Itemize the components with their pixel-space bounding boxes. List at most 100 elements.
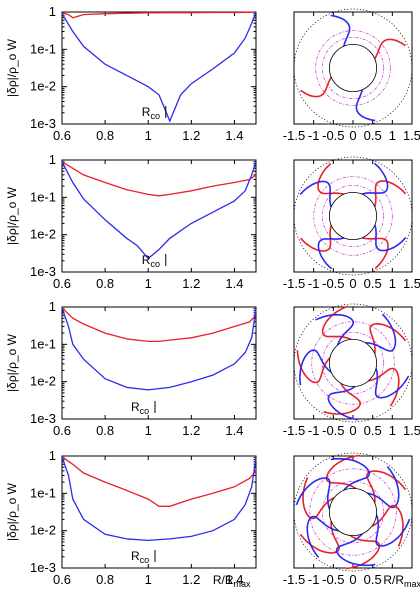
polar-panel-1: -1.5 -1 -0.5 0 0.5 1 1.5 <box>283 8 420 143</box>
x-tick-label: -0.5 <box>322 128 344 143</box>
spiral-arm-blue <box>330 457 371 491</box>
x-tick-label: 0.8 <box>96 276 114 291</box>
spiral-arm-blue <box>335 533 376 567</box>
spiral-arm-red <box>317 162 345 196</box>
central-disk <box>328 487 377 536</box>
spiral-arm-red <box>299 521 340 554</box>
outer-dotted-circle <box>293 156 413 276</box>
x-tick-label: -1.5 <box>283 128 305 143</box>
x-tick-label: 0.5 <box>364 128 382 143</box>
x-axis-label: R/Rmax <box>383 573 420 589</box>
corotation-circle <box>321 36 385 100</box>
x-tick-label: 1.4 <box>225 423 243 438</box>
outer-dotted-circle <box>293 303 413 423</box>
x-tick-label: -1.5 <box>283 572 305 587</box>
spiral-arm-red <box>371 504 404 547</box>
y-tick-label: 1e-1 <box>30 485 56 500</box>
spiral-arm-red <box>366 470 407 503</box>
x-tick-label: 1.2 <box>182 276 200 291</box>
spiral-arm-red <box>299 224 333 252</box>
spiral-arm-red <box>374 38 406 60</box>
spiral-arm-blue <box>295 477 331 510</box>
line-panel-4: 0.6 0.8 1 1.2 1.4 1 1e-1 1e-2 1e-3 |δρ|/ρ_o W Rco R… <box>5 448 257 589</box>
rco-marker-label: Rco <box>142 105 160 121</box>
y-tick-label: 1e-3 <box>30 264 56 279</box>
rco-marker-label: Rco <box>142 253 160 269</box>
plot-frame <box>61 306 257 420</box>
y-tick-label: 1e-2 <box>30 374 56 389</box>
x-tick-label: -1 <box>308 572 320 587</box>
x-tick-label: 0.6 <box>53 128 71 143</box>
y-tick-label: 1 <box>49 152 56 167</box>
y-tick-label: 1e-1 <box>30 336 56 351</box>
central-disk <box>328 338 377 387</box>
y-axis-label: |δρ|/ρ_o W <box>5 333 19 392</box>
rco-marker-label: Rco <box>131 400 149 416</box>
x-tick-label: 0 <box>349 423 356 438</box>
x-tick-label: 0.8 <box>96 423 114 438</box>
spiral-arm-blue <box>361 162 389 195</box>
x-tick-label: 1 <box>389 276 396 291</box>
x-tick-label: 1.2 <box>182 423 200 438</box>
spiral-arm-red <box>325 454 361 490</box>
line-panel-1: 0.6 0.8 1 1.2 1.4 1 1e-1 1e-2 1e-3 |δρ|/ρ_o W Rco <box>5 4 257 143</box>
series-line-red <box>61 307 257 343</box>
corotation-circle <box>313 176 393 256</box>
spiral-arm-blue <box>375 514 411 547</box>
x-tick-label: 1.2 <box>182 128 200 143</box>
polar-panel-4: -1.5 -1 -0.5 0 0.5 R/Rmax <box>283 452 420 589</box>
x-tick-label: 0.8 <box>96 572 114 587</box>
x-tick-label: -1.5 <box>283 276 305 291</box>
x-tick-label: 0 <box>349 276 356 291</box>
spiral-arm-blue <box>374 224 407 252</box>
x-tick-label: -0.5 <box>322 276 344 291</box>
x-tick-label: 1.4 <box>225 128 243 143</box>
y-tick-label: 1 <box>49 299 56 314</box>
x-tick-label: 0.5 <box>364 276 382 291</box>
plot-frame <box>61 159 257 273</box>
x-tick-label: 0 <box>349 128 356 143</box>
x-tick-label: 1 <box>145 276 152 291</box>
x-tick-label: -1 <box>308 128 320 143</box>
spiral-arm-red <box>302 477 335 520</box>
y-tick-label: 1e-2 <box>30 79 56 94</box>
x-tick-label: -0.5 <box>322 423 344 438</box>
x-tick-label: 1 <box>145 572 152 587</box>
y-tick-label: 1e-1 <box>30 189 56 204</box>
y-tick-label: 1 <box>49 4 56 19</box>
series-line-red <box>61 161 257 197</box>
x-tick-label: 0 <box>349 572 356 587</box>
line-panel-2: 0.6 0.8 1 1.2 1.4 1 1e-1 1e-2 1e-3 |δρ|/ρ_o W Rco <box>5 152 257 291</box>
spiral-arm-blue <box>299 349 332 386</box>
rco-marker-label: Rco <box>131 549 149 565</box>
y-axis-label: |δρ|/ρ_o W <box>5 186 19 245</box>
spiral-arm-red <box>373 180 407 208</box>
x-tick-label: 1.5 <box>403 276 420 291</box>
x-tick-label: -1 <box>308 423 320 438</box>
series-line-red <box>61 456 257 507</box>
x-tick-label: 0.6 <box>53 572 71 587</box>
spiral-arm-blue <box>327 385 359 421</box>
corotation-circle <box>321 480 385 544</box>
series-line-blue <box>61 161 257 260</box>
x-tick-label: 1.2 <box>182 572 200 587</box>
y-tick-label: 1e-2 <box>30 227 56 242</box>
spiral-arm-red <box>323 382 362 415</box>
x-tick-label: 0.6 <box>53 276 71 291</box>
series-line-blue <box>61 11 257 123</box>
outer-dotted-circle <box>293 8 413 128</box>
spiral-arm-red <box>361 236 389 270</box>
x-tick-label: 1.4 <box>225 276 243 291</box>
x-tick-label: -1.5 <box>283 423 305 438</box>
central-disk <box>328 44 377 93</box>
series-line-blue <box>61 456 257 542</box>
spiral-arm-blue <box>317 237 345 270</box>
spiral-arm-blue <box>355 89 376 122</box>
x-tick-label: 1 <box>145 423 152 438</box>
line-panel-3: 0.6 0.8 1 1.2 1.4 1 1e-1 1e-2 1e-3 |δρ|/ρ_o W Rco <box>5 299 257 438</box>
polar-panel-2: -1.5 -1 -0.5 0 0.5 1 1.5 <box>283 156 420 291</box>
plot-frame <box>61 11 257 125</box>
corotation-circle <box>315 30 391 106</box>
spiral-arm-red <box>296 350 331 384</box>
